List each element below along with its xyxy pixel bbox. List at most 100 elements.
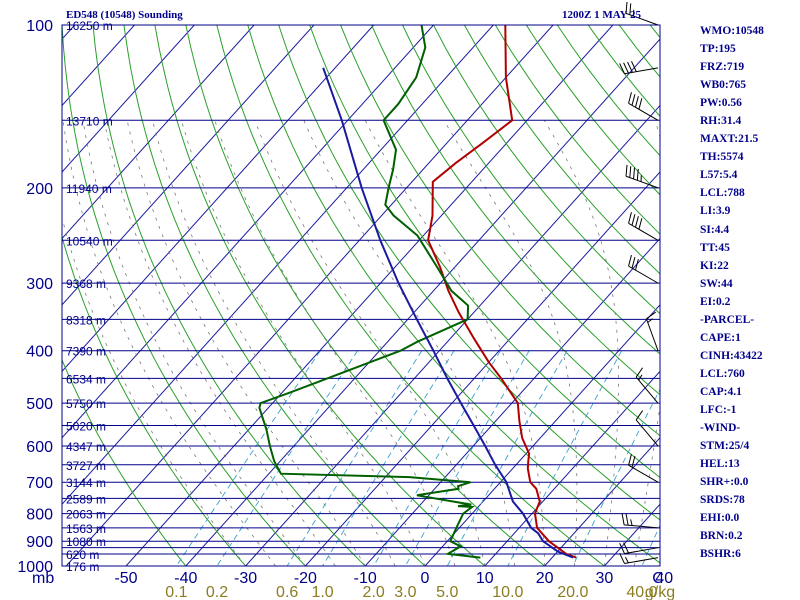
wind-barb-half: [647, 318, 654, 323]
mixing-ratio-line: [216, 350, 358, 566]
wind-barb: [625, 1, 659, 26]
pressure-tick-label: 500: [26, 396, 53, 413]
moist-adiabat: [633, 120, 660, 566]
isotherm: [65, 25, 554, 566]
chart-datetime: 1200Z 1 MAY 25: [562, 9, 641, 21]
height-label: 8318 m: [66, 313, 106, 327]
plot-frame: [61, 24, 661, 567]
mixing-ratio-tick-label: 0.2: [206, 584, 228, 600]
height-label: 176 m: [66, 560, 99, 574]
wind-barb: [619, 542, 659, 555]
wind-barb: [635, 410, 659, 447]
mixing-ratio-line: [572, 388, 660, 566]
pressure-tick-label: 700: [26, 475, 53, 492]
moist-adiabat: [82, 120, 306, 566]
wind-barb-flag: [631, 94, 636, 106]
height-label: 620 m: [66, 548, 99, 562]
temperature-line: [427, 25, 577, 559]
index-item: LFC:-1: [700, 403, 737, 416]
mixing-ratio-tick-label: 5.0: [436, 584, 458, 600]
height-label: 13710 m: [66, 114, 113, 128]
height-labels: 16250 m 13710 m 11940 m 10540 m 9368 m 8318 m…: [66, 19, 113, 574]
wind-barb-flag: [629, 3, 632, 15]
mixing-ratio-tick-label: 0.6: [276, 584, 298, 600]
wind-barb-flag: [631, 256, 636, 269]
index-item: EHI:0.0: [700, 512, 740, 525]
pressure-tick-label: 200: [26, 181, 53, 198]
wind-barb-staff: [628, 222, 659, 241]
isotherm: [0, 25, 15, 566]
wind-barb-flag: [627, 61, 633, 73]
isotherm: [62, 25, 255, 240]
isotherm: [544, 437, 660, 566]
index-item: FRZ:719: [700, 61, 745, 74]
moist-adiabat: [254, 120, 486, 566]
wind-barb: [619, 553, 659, 565]
mixing-ratio-lines: [176, 350, 660, 566]
index-item: EI:0.2: [700, 295, 731, 308]
wind-barb-flag: [628, 254, 632, 267]
indices-panel: WMO:10548 TP:195 FRZ:719 WB0:765 PW:0.56 RH:3…: [700, 22, 800, 563]
pressure-tick-label: 300: [26, 276, 53, 293]
height-label: 1563 m: [66, 522, 106, 536]
wind-barb-staff: [624, 67, 659, 75]
wind-barb-staff: [625, 175, 659, 189]
mixing-ratio-line: [286, 350, 423, 566]
index-item: -PARCEL-: [700, 313, 755, 326]
wind-barb-staff: [624, 524, 659, 529]
height-label: 2063 m: [66, 508, 106, 522]
index-item: STM:25/4: [700, 440, 750, 453]
wind-barb-flag: [625, 513, 629, 526]
height-label: 5020 m: [66, 420, 106, 434]
index-item: CAP:4.1: [700, 385, 742, 398]
wind-barb: [621, 513, 659, 529]
height-label: 6534 m: [66, 372, 106, 386]
wind-barb-flag: [638, 98, 643, 110]
mixing-ratio-line: [373, 350, 501, 566]
isotherm: [62, 25, 195, 173]
wind-barb: [628, 254, 659, 284]
dry-adiabat: [123, 25, 426, 566]
index-item: LI:3.9: [700, 205, 731, 218]
dry-adiabat-lines: [62, 25, 660, 566]
temperature-tick-label: -30: [234, 570, 257, 587]
wind-barb-flag: [636, 168, 639, 181]
index-item: TP:195: [700, 43, 736, 56]
height-label: 2589 m: [66, 492, 106, 506]
wind-barb-flag: [635, 367, 644, 378]
moist-adiabat: [364, 120, 545, 566]
wind-barb-staff: [628, 464, 659, 483]
temperature-unit: C: [652, 570, 664, 587]
wind-barb-flag: [631, 214, 636, 226]
index-item: SW:44: [700, 277, 733, 290]
wind-barb: [628, 454, 659, 483]
temperature-tick-label: 0: [421, 570, 430, 587]
isotherm: [62, 25, 315, 306]
height-label: 11940 m: [66, 182, 112, 196]
mixing-ratio-tick-label: 20.0: [557, 584, 588, 600]
pressure-axis-unit: mb: [32, 570, 54, 587]
moist-adiabat: [62, 215, 246, 566]
temperature-tick-label: -40: [174, 570, 197, 587]
wind-barb-flag: [628, 212, 632, 224]
wind-barb-flag: [628, 92, 632, 104]
isotherm: [185, 38, 660, 566]
moist-adiabat: [152, 120, 396, 566]
height-label: 5750 m: [66, 397, 106, 411]
wind-barb-half: [638, 374, 643, 381]
wind-barb-flag: [625, 1, 628, 14]
index-item: L57:5.4: [700, 169, 738, 182]
wind-barb-flag: [631, 456, 636, 468]
isotherm: [62, 25, 434, 439]
moist-adiabat: [543, 120, 619, 566]
index-item: CAPE:1: [700, 331, 741, 344]
sounding-traces: [258, 25, 577, 559]
moist-adiabat: [103, 120, 336, 566]
height-label: 7390 m: [66, 345, 106, 359]
wind-barb-flag: [646, 311, 656, 320]
wind-barb: [625, 164, 659, 189]
mixing-ratio-tick-label: 1.0: [311, 584, 333, 600]
index-item: SRDS:78: [700, 494, 745, 507]
index-item: MAXT:21.5: [700, 133, 759, 146]
